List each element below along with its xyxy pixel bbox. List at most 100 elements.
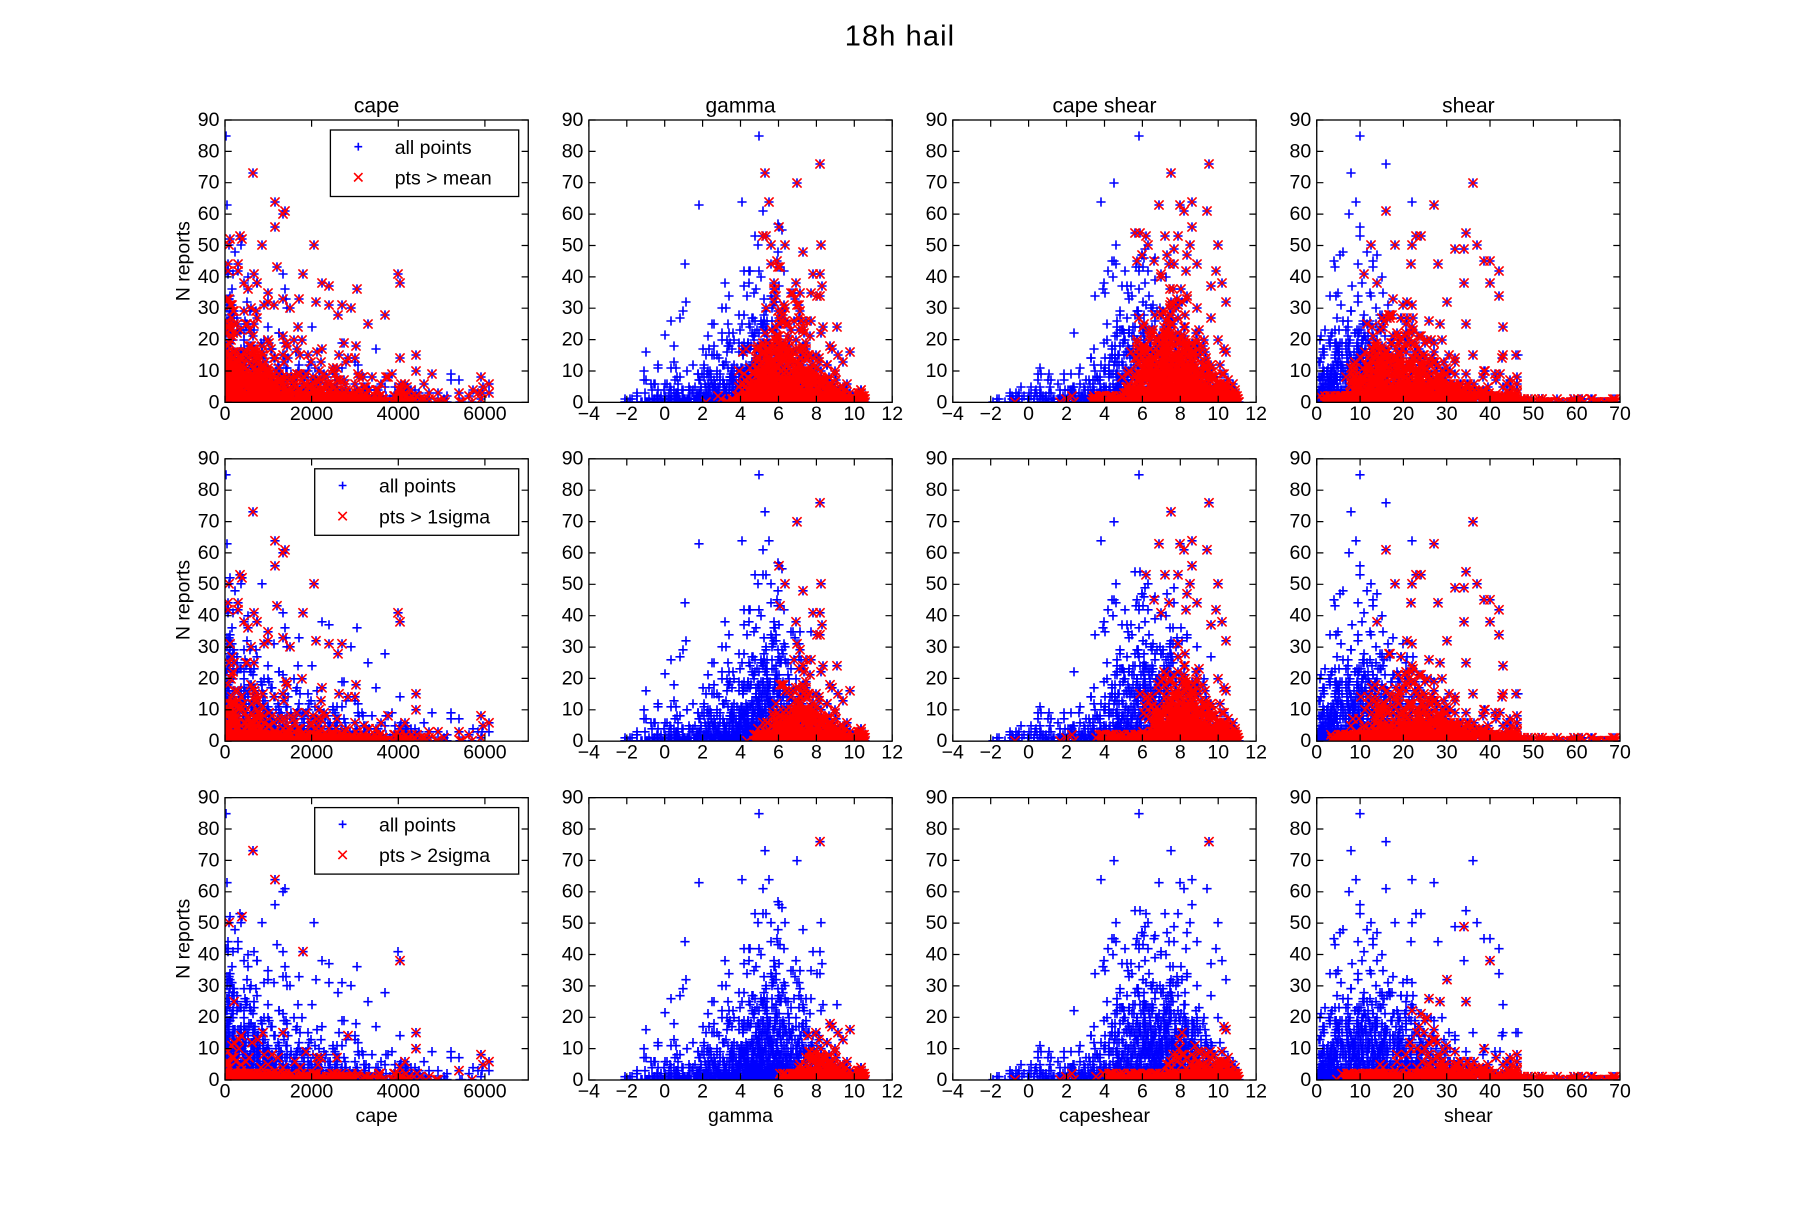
svg-text:12: 12 <box>1245 403 1267 425</box>
svg-text:4000: 4000 <box>377 1081 421 1103</box>
svg-text:4000: 4000 <box>377 742 421 764</box>
svg-text:50: 50 <box>1289 573 1311 595</box>
svg-text:40: 40 <box>926 943 948 965</box>
svg-text:60: 60 <box>1566 1081 1588 1103</box>
svg-text:50: 50 <box>1289 234 1311 256</box>
svg-text:40: 40 <box>198 943 220 965</box>
svg-text:60: 60 <box>1289 203 1311 225</box>
svg-text:2: 2 <box>1061 403 1072 425</box>
svg-text:0: 0 <box>573 730 584 752</box>
svg-text:12: 12 <box>881 742 903 764</box>
svg-text:10: 10 <box>926 699 948 721</box>
svg-text:20: 20 <box>926 1006 948 1028</box>
svg-text:12: 12 <box>881 403 903 425</box>
svg-text:70: 70 <box>1289 172 1311 194</box>
svg-text:70: 70 <box>926 172 948 194</box>
svg-text:50: 50 <box>198 912 220 934</box>
svg-text:N reports: N reports <box>173 221 195 301</box>
svg-text:pts > 2sigma: pts > 2sigma <box>379 845 490 867</box>
svg-text:4: 4 <box>735 403 746 425</box>
svg-text:30: 30 <box>562 975 584 997</box>
svg-text:10: 10 <box>843 403 865 425</box>
svg-text:all points: all points <box>379 815 456 837</box>
svg-text:0: 0 <box>209 1069 220 1091</box>
svg-text:0: 0 <box>1300 391 1311 413</box>
svg-text:2000: 2000 <box>290 742 334 764</box>
svg-text:0: 0 <box>1023 742 1034 764</box>
svg-text:60: 60 <box>1566 742 1588 764</box>
svg-text:80: 80 <box>562 818 584 840</box>
svg-text:30: 30 <box>926 975 948 997</box>
svg-text:50: 50 <box>1523 403 1545 425</box>
svg-text:70: 70 <box>926 849 948 871</box>
svg-text:0: 0 <box>1311 1081 1322 1103</box>
svg-text:40: 40 <box>562 605 584 627</box>
svg-text:20: 20 <box>1289 329 1311 351</box>
svg-text:20: 20 <box>1289 1006 1311 1028</box>
svg-text:10: 10 <box>1289 699 1311 721</box>
svg-text:6: 6 <box>1137 1081 1148 1103</box>
svg-text:−4: −4 <box>942 403 964 425</box>
svg-text:−4: −4 <box>578 1081 600 1103</box>
svg-text:−4: −4 <box>942 742 964 764</box>
svg-text:0: 0 <box>1311 742 1322 764</box>
svg-text:gamma: gamma <box>705 95 775 118</box>
svg-text:4: 4 <box>1099 742 1110 764</box>
svg-text:80: 80 <box>198 140 220 162</box>
svg-text:80: 80 <box>926 479 948 501</box>
svg-text:0: 0 <box>220 1081 231 1103</box>
svg-text:90: 90 <box>926 109 948 131</box>
svg-text:10: 10 <box>198 699 220 721</box>
svg-text:40: 40 <box>1289 266 1311 288</box>
svg-text:capeshear: capeshear <box>1059 1105 1151 1127</box>
svg-text:−2: −2 <box>980 403 1002 425</box>
svg-text:90: 90 <box>926 787 948 809</box>
svg-text:60: 60 <box>926 542 948 564</box>
svg-text:70: 70 <box>562 849 584 871</box>
svg-text:50: 50 <box>926 573 948 595</box>
svg-text:20: 20 <box>198 329 220 351</box>
svg-text:60: 60 <box>198 542 220 564</box>
svg-text:50: 50 <box>198 234 220 256</box>
svg-text:4: 4 <box>735 1081 746 1103</box>
svg-text:70: 70 <box>926 511 948 533</box>
svg-text:0: 0 <box>1023 1081 1034 1103</box>
svg-text:70: 70 <box>198 849 220 871</box>
svg-text:8: 8 <box>1175 403 1186 425</box>
svg-text:10: 10 <box>1349 1081 1371 1103</box>
svg-text:10: 10 <box>562 1038 584 1060</box>
svg-text:0: 0 <box>936 730 947 752</box>
svg-text:50: 50 <box>562 573 584 595</box>
svg-text:40: 40 <box>562 266 584 288</box>
svg-text:0: 0 <box>659 1081 670 1103</box>
svg-text:6: 6 <box>1137 403 1148 425</box>
svg-text:70: 70 <box>198 172 220 194</box>
svg-text:90: 90 <box>1289 448 1311 470</box>
svg-text:30: 30 <box>198 297 220 319</box>
svg-text:shear: shear <box>1442 95 1495 118</box>
svg-text:10: 10 <box>198 1038 220 1060</box>
svg-text:−2: −2 <box>616 403 638 425</box>
svg-text:0: 0 <box>220 403 231 425</box>
svg-text:40: 40 <box>926 605 948 627</box>
svg-text:10: 10 <box>198 360 220 382</box>
svg-text:2000: 2000 <box>290 403 334 425</box>
svg-text:50: 50 <box>198 573 220 595</box>
svg-text:pts > mean: pts > mean <box>395 168 492 190</box>
svg-text:0: 0 <box>573 391 584 413</box>
svg-text:6: 6 <box>1137 742 1148 764</box>
svg-text:gamma: gamma <box>708 1105 773 1127</box>
svg-text:0: 0 <box>1311 403 1322 425</box>
svg-text:6000: 6000 <box>463 742 507 764</box>
svg-text:30: 30 <box>1289 297 1311 319</box>
svg-text:8: 8 <box>811 403 822 425</box>
svg-text:20: 20 <box>562 329 584 351</box>
svg-text:10: 10 <box>562 360 584 382</box>
svg-text:−2: −2 <box>616 742 638 764</box>
svg-text:10: 10 <box>562 699 584 721</box>
svg-text:90: 90 <box>198 448 220 470</box>
svg-text:50: 50 <box>1523 1081 1545 1103</box>
svg-text:30: 30 <box>1436 1081 1458 1103</box>
svg-text:0: 0 <box>1300 1069 1311 1091</box>
svg-text:10: 10 <box>843 1081 865 1103</box>
